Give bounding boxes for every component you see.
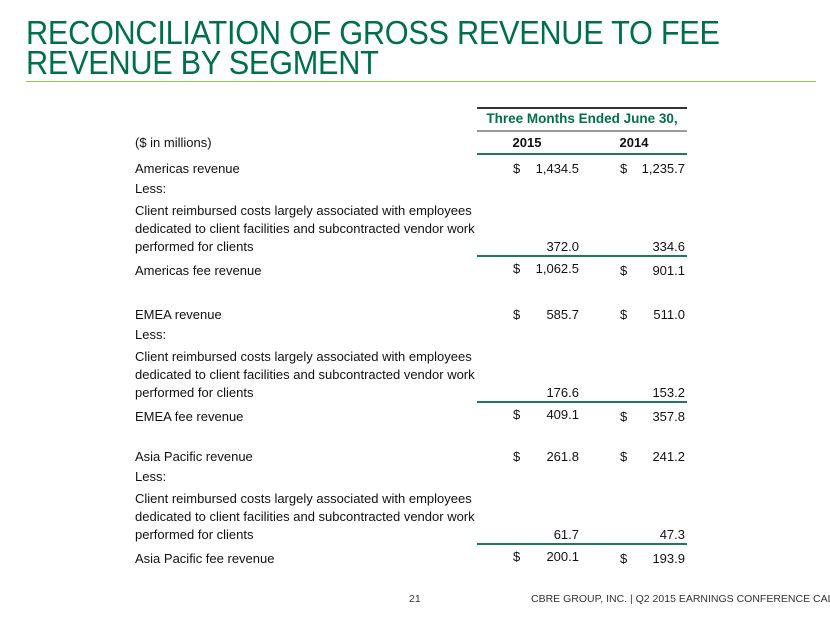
reimbursed-costs-2014: 334.6 bbox=[652, 239, 685, 254]
title-divider bbox=[26, 81, 816, 82]
slide-title: RECONCILIATION OF GROSS REVENUE TO FEE R… bbox=[26, 14, 720, 81]
segment-revenue-2015: 1,434.5 bbox=[535, 161, 579, 176]
segment-revenue-2014: 241.2 bbox=[652, 449, 685, 464]
reimbursed-costs-2015: 372.0 bbox=[546, 239, 579, 254]
currency-symbol: $ bbox=[620, 307, 628, 322]
segment-fee-revenue-2015: 409.1 bbox=[546, 407, 579, 422]
reimbursed-costs-2014: 47.3 bbox=[659, 527, 685, 542]
segment-revenue-2014: 511.0 bbox=[653, 307, 685, 322]
title-line-1: RECONCILIATION OF GROSS REVENUE TO FEE bbox=[26, 14, 720, 51]
less-label: Less: bbox=[135, 469, 167, 484]
segment-fee-revenue-2014: 357.8 bbox=[652, 409, 685, 424]
reimbursed-costs-label: Client reimbursed costs largely associat… bbox=[135, 349, 472, 364]
segment-fee-revenue-label: Asia Pacific fee revenue bbox=[135, 551, 275, 566]
less-label: Less: bbox=[135, 327, 167, 342]
reimbursed-costs-2015: 61.7 bbox=[553, 527, 579, 542]
less-label: Less: bbox=[135, 181, 167, 196]
period-header: Three Months Ended June 30, bbox=[486, 111, 678, 126]
units-label: ($ in millions) bbox=[135, 135, 212, 150]
segment-fee-revenue-2015: 200.1 bbox=[546, 549, 579, 564]
reimbursed-costs-label: performed for clients bbox=[135, 527, 254, 542]
currency-symbol: $ bbox=[620, 409, 628, 424]
currency-symbol: $ bbox=[513, 161, 521, 176]
segment-fee-revenue-label: Americas fee revenue bbox=[135, 263, 262, 278]
period-header-rule bbox=[477, 130, 687, 132]
reimbursed-costs-label: Client reimbursed costs largely associat… bbox=[135, 203, 472, 218]
footer-text: CBRE GROUP, INC. | Q2 2015 EARNINGS CONF… bbox=[531, 593, 830, 605]
currency-symbol: $ bbox=[620, 161, 628, 176]
segment-revenue-label: EMEA revenue bbox=[135, 307, 222, 322]
title-line-2: REVENUE BY SEGMENT bbox=[26, 44, 379, 81]
segment-revenue-2014: 1,235.7 bbox=[641, 161, 685, 176]
subtotal-rule bbox=[477, 543, 687, 545]
currency-symbol: $ bbox=[620, 263, 628, 278]
reimbursed-costs-label: Client reimbursed costs largely associat… bbox=[135, 491, 472, 506]
segment-revenue-label: Americas revenue bbox=[135, 161, 240, 176]
segment-revenue-label: Asia Pacific revenue bbox=[135, 449, 253, 464]
currency-symbol: $ bbox=[620, 551, 628, 566]
header-bottom-rule bbox=[477, 153, 687, 155]
subtotal-rule bbox=[477, 255, 687, 257]
reimbursed-costs-label: performed for clients bbox=[135, 385, 254, 400]
currency-symbol: $ bbox=[513, 307, 521, 322]
segment-fee-revenue-label: EMEA fee revenue bbox=[135, 409, 244, 424]
year-2014-header: 2014 bbox=[619, 135, 649, 150]
page-number: 21 bbox=[409, 593, 421, 605]
currency-symbol: $ bbox=[513, 407, 521, 422]
reimbursed-costs-2015: 176.6 bbox=[546, 385, 579, 400]
reimbursed-costs-label: dedicated to client facilities and subco… bbox=[135, 221, 475, 236]
segment-fee-revenue-2014: 193.9 bbox=[652, 551, 685, 566]
reimbursed-costs-2014: 153.2 bbox=[652, 385, 685, 400]
reimbursed-costs-label: dedicated to client facilities and subco… bbox=[135, 367, 475, 382]
segment-fee-revenue-2014: 901.1 bbox=[652, 263, 685, 278]
reimbursed-costs-label: dedicated to client facilities and subco… bbox=[135, 509, 475, 524]
year-2015-header: 2015 bbox=[512, 135, 542, 150]
segment-revenue-2015: 261.8 bbox=[546, 449, 579, 464]
currency-symbol: $ bbox=[620, 449, 628, 464]
reimbursed-costs-label: performed for clients bbox=[135, 239, 254, 254]
subtotal-rule bbox=[477, 401, 687, 403]
table-top-rule bbox=[477, 107, 687, 109]
currency-symbol: $ bbox=[513, 261, 521, 276]
segment-fee-revenue-2015: 1,062.5 bbox=[535, 261, 579, 276]
segment-revenue-2015: 585.7 bbox=[546, 307, 579, 322]
currency-symbol: $ bbox=[513, 549, 521, 564]
currency-symbol: $ bbox=[513, 449, 521, 464]
